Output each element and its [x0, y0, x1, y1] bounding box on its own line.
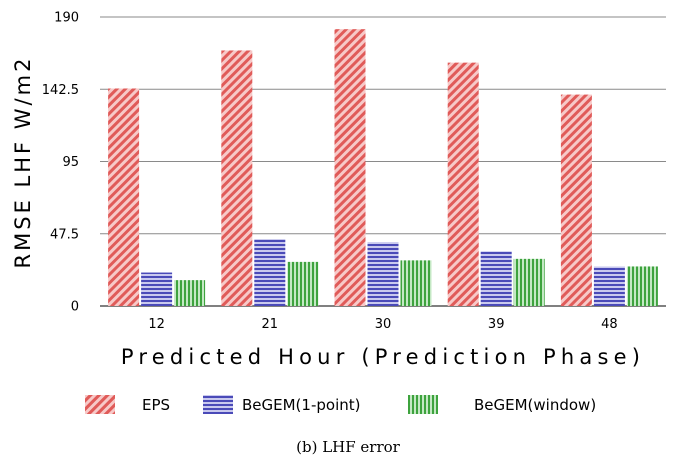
bar-eps-48: [560, 94, 592, 306]
bar-eps-39: [447, 62, 479, 307]
x-tick-label: 48: [601, 317, 618, 332]
y-tick-label: 47.5: [50, 227, 79, 242]
bar-begem-1-point--12: [141, 272, 173, 306]
bar-begem-1-point--30: [367, 242, 399, 306]
bar-begem-window--21: [287, 261, 319, 306]
bar-begem-window--48: [626, 266, 658, 306]
bar-eps-21: [221, 50, 253, 306]
bar-begem-window--39: [513, 258, 545, 306]
bar-eps-12: [108, 88, 140, 306]
y-tick-labels: 0 47.5 95 142.5 190: [42, 11, 79, 315]
x-tick-labels: 12 21 30 39 48: [148, 317, 617, 332]
x-tick-label: 30: [375, 317, 392, 332]
legend-label-eps: EPS: [142, 396, 170, 414]
legend-swatch-eps: [85, 395, 115, 414]
bar-begem-1-point--48: [593, 266, 625, 306]
legend-swatch-begem-1point: [203, 395, 233, 414]
bar-begem-1-point--21: [254, 239, 286, 306]
x-tick-label: 21: [262, 317, 279, 332]
figure-caption: (b) LHF error: [296, 438, 401, 456]
x-tick-label: 12: [148, 317, 165, 332]
legend-swatch-begem-window: [408, 395, 438, 414]
y-tick-label: 95: [62, 155, 79, 170]
x-tick-label: 39: [488, 317, 505, 332]
legend-label-begem-window: BeGEM(window): [474, 396, 596, 414]
y-tick-label: 190: [54, 11, 79, 26]
bar-begem-window--12: [174, 280, 206, 306]
bar-eps-30: [334, 29, 366, 306]
y-axis-title: RMSE LHF W/m2: [11, 56, 35, 269]
legend: EPS BeGEM(1-point) BeGEM(window): [85, 395, 596, 414]
y-tick-label: 0: [71, 300, 79, 315]
legend-label-begem-1point: BeGEM(1-point): [242, 396, 360, 414]
x-axis-title: Predicted Hour (Prediction Phase): [121, 345, 645, 369]
bar-begem-1-point--39: [480, 251, 512, 306]
bars: [108, 29, 658, 307]
bar-begem-window--30: [400, 260, 432, 306]
y-tick-label: 142.5: [42, 83, 79, 98]
